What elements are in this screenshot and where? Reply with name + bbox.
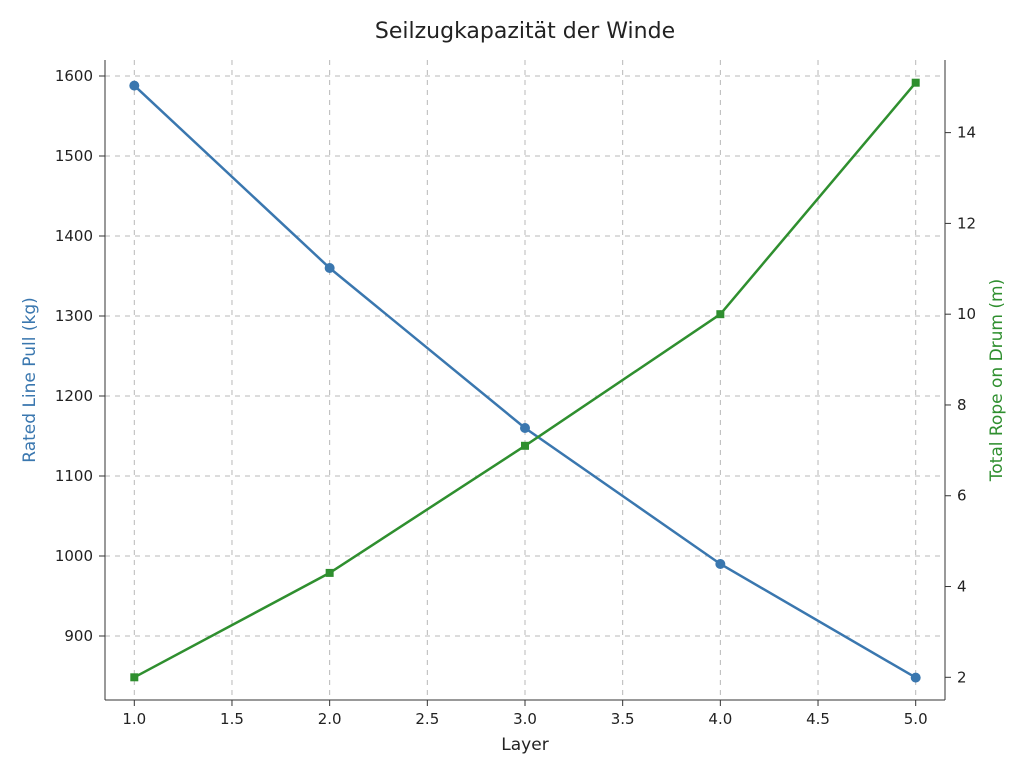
marker-square	[912, 79, 919, 86]
svg-text:6: 6	[957, 487, 967, 505]
svg-text:3.0: 3.0	[513, 710, 537, 728]
marker-square	[131, 674, 138, 681]
svg-text:1.0: 1.0	[122, 710, 146, 728]
svg-text:2.5: 2.5	[415, 710, 439, 728]
marker-circle	[911, 673, 920, 682]
svg-text:14: 14	[957, 124, 976, 142]
svg-text:4.5: 4.5	[806, 710, 830, 728]
svg-text:4: 4	[957, 578, 967, 596]
svg-text:10: 10	[957, 305, 976, 323]
marker-circle	[130, 81, 139, 90]
svg-text:1.5: 1.5	[220, 710, 244, 728]
svg-text:1300: 1300	[55, 307, 93, 325]
svg-text:1600: 1600	[55, 67, 93, 85]
chart-title: Seilzugkapazität der Winde	[375, 19, 675, 44]
svg-text:1500: 1500	[55, 147, 93, 165]
svg-text:2: 2	[957, 668, 967, 686]
chart-container: 1.0 1.5 2.0 2.5 3.0 3.5 4.0 4.5 5.0 900 1000 1100 12…	[0, 0, 1024, 768]
svg-text:1100: 1100	[55, 467, 93, 485]
marker-square	[326, 569, 333, 576]
y-left-axis-label: Rated Line Pull (kg)	[20, 297, 40, 462]
svg-text:8: 8	[957, 396, 967, 414]
svg-text:5.0: 5.0	[904, 710, 928, 728]
svg-text:1400: 1400	[55, 227, 93, 245]
svg-text:4.0: 4.0	[708, 710, 732, 728]
svg-text:1000: 1000	[55, 547, 93, 565]
marker-square	[522, 442, 529, 449]
x-axis-label: Layer	[501, 735, 548, 755]
marker-square	[717, 311, 724, 318]
marker-circle	[716, 560, 725, 569]
svg-text:3.5: 3.5	[611, 710, 635, 728]
svg-text:12: 12	[957, 214, 976, 232]
svg-text:2.0: 2.0	[318, 710, 342, 728]
y-right-axis-label: Total Rope on Drum (m)	[987, 279, 1007, 482]
svg-text:1200: 1200	[55, 387, 93, 405]
svg-text:900: 900	[64, 627, 93, 645]
marker-circle	[325, 264, 334, 273]
marker-circle	[521, 424, 530, 433]
chart-svg: 1.0 1.5 2.0 2.5 3.0 3.5 4.0 4.5 5.0 900 1000 1100 12…	[0, 0, 1024, 768]
